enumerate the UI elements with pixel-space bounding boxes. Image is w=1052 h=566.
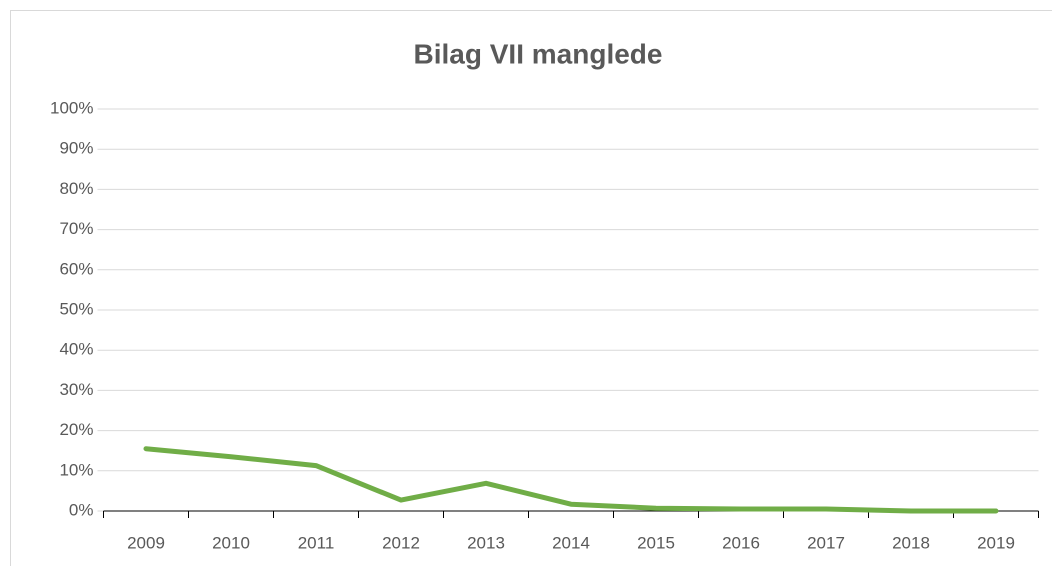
chart-border (10, 10, 1052, 566)
y-tick-label: 50% (59, 299, 93, 318)
y-tick-label: 90% (59, 139, 93, 158)
y-tick-label: 10% (59, 460, 93, 479)
x-tick-label: 2010 (212, 533, 250, 552)
y-tick-label: 30% (59, 380, 93, 399)
x-tick-label: 2013 (467, 533, 505, 552)
data-line (143, 446, 999, 514)
y-tick-label: 20% (59, 420, 93, 439)
x-tick-label: 2017 (807, 533, 845, 552)
chart-title: Bilag VII manglede (414, 38, 663, 69)
y-tick-label: 60% (59, 259, 93, 278)
y-tick-label: 40% (59, 340, 93, 359)
y-tick-label: 100% (50, 98, 93, 117)
x-tick-label: 2015 (637, 533, 675, 552)
x-tick-label: 2012 (382, 533, 420, 552)
x-tick-label: 2009 (127, 533, 165, 552)
x-tick-label: 2011 (298, 533, 335, 552)
y-tick-label: 70% (59, 219, 93, 238)
y-tick-label: 80% (59, 179, 93, 198)
x-tick-label: 2014 (552, 533, 590, 552)
x-tick-label: 2018 (892, 533, 930, 552)
x-tick-label: 2019 (977, 533, 1015, 552)
x-tick-label: 2016 (722, 533, 760, 552)
y-tick-label: 0% (69, 500, 94, 519)
